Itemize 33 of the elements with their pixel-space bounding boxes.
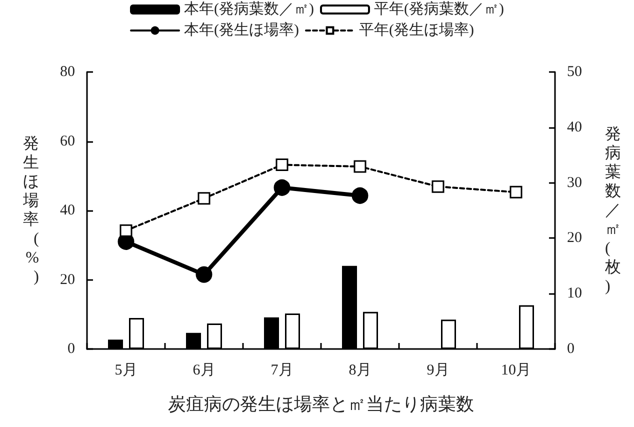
y2-tick-label: 50 [567, 64, 582, 80]
x-tick-label: 10月 [501, 362, 531, 378]
point [198, 192, 210, 205]
y2-tick-label: 20 [567, 230, 582, 246]
point [354, 160, 366, 173]
legend-label: 平年(発病葉数／㎡) [374, 0, 504, 18]
legend-label: 本年(発病葉数／㎡) [184, 0, 314, 18]
x-tick-label: 8月 [348, 362, 372, 378]
y2-tick-label: 40 [567, 119, 582, 136]
y2-tick-label: 0 [567, 341, 574, 357]
x-tick-label: 5月 [114, 362, 138, 378]
y-tick-label: 0 [68, 341, 75, 357]
x-tick-label: 7月 [270, 362, 294, 378]
point [432, 180, 444, 193]
y-tick-label: 40 [60, 202, 75, 218]
y-tick-label: 80 [60, 64, 75, 80]
x-tick-label: 9月 [426, 362, 450, 378]
y2-tick-label: 10 [567, 286, 582, 302]
legend-label: 本年(発生ほ場率) [184, 22, 300, 38]
x-axis-title: 炭疽病の発生ほ場率と㎡当たり病葉数 [168, 394, 474, 414]
point [274, 179, 290, 196]
point [120, 224, 132, 237]
point [352, 187, 368, 204]
text: 発病葉数／㎡(枚) [605, 126, 621, 295]
point [196, 266, 212, 283]
point [510, 186, 522, 198]
y2-tick-label: 30 [567, 174, 582, 191]
legend-label: 平年(発生ほ場率) [359, 22, 474, 38]
point [276, 158, 288, 172]
y-tick-label: 60 [60, 133, 75, 150]
y-axis-title: 発生ほ場率(%) [22, 136, 39, 286]
x-tick-label: 6月 [192, 362, 216, 378]
y-tick-label: 20 [60, 272, 75, 288]
